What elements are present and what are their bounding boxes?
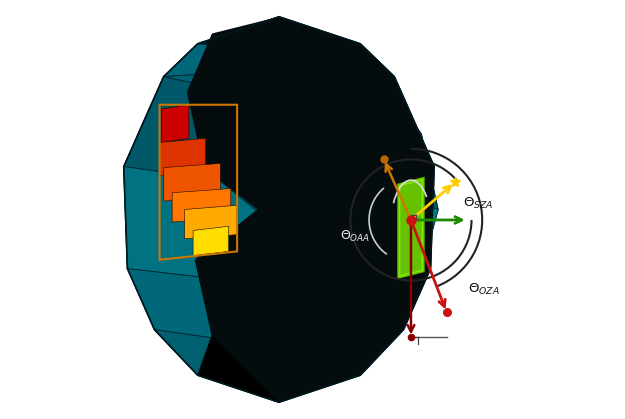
Polygon shape — [204, 84, 431, 330]
Polygon shape — [198, 335, 271, 375]
Polygon shape — [185, 205, 237, 239]
Polygon shape — [279, 17, 360, 50]
Text: $\Theta_{OZA}$: $\Theta_{OZA}$ — [468, 282, 499, 297]
Polygon shape — [204, 117, 371, 260]
Polygon shape — [159, 138, 206, 176]
Polygon shape — [195, 260, 321, 369]
Polygon shape — [300, 50, 434, 167]
Polygon shape — [124, 17, 434, 402]
Polygon shape — [399, 178, 423, 277]
Polygon shape — [204, 84, 279, 210]
Polygon shape — [187, 17, 434, 402]
Polygon shape — [127, 269, 413, 356]
Polygon shape — [164, 44, 371, 77]
Polygon shape — [172, 189, 231, 222]
Text: $\Theta_{OAA}$: $\Theta_{OAA}$ — [340, 229, 370, 244]
Polygon shape — [164, 163, 221, 201]
Polygon shape — [271, 260, 413, 369]
Polygon shape — [237, 44, 394, 84]
Polygon shape — [237, 50, 434, 269]
Polygon shape — [162, 105, 189, 142]
Polygon shape — [321, 189, 438, 302]
Polygon shape — [321, 63, 438, 209]
Polygon shape — [164, 63, 421, 134]
Polygon shape — [154, 330, 342, 375]
Polygon shape — [198, 335, 279, 402]
Polygon shape — [204, 168, 404, 375]
Polygon shape — [193, 226, 229, 256]
Polygon shape — [195, 210, 360, 375]
Polygon shape — [198, 44, 371, 63]
Polygon shape — [124, 167, 438, 302]
Polygon shape — [279, 50, 421, 159]
Text: $\Theta_{SZA}$: $\Theta_{SZA}$ — [462, 196, 493, 211]
Polygon shape — [195, 260, 360, 402]
Polygon shape — [195, 210, 321, 260]
Polygon shape — [124, 77, 438, 210]
Polygon shape — [237, 17, 360, 117]
Polygon shape — [195, 17, 434, 402]
